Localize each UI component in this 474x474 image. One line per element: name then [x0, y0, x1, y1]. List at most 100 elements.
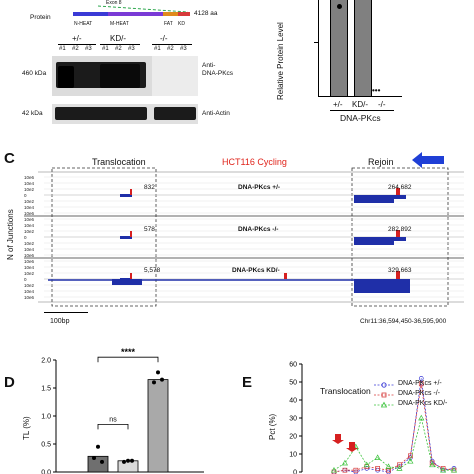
legend-swatch — [374, 401, 394, 408]
panel-e-arrow-icon — [332, 434, 344, 444]
row-label-1: DNA-PKcs +/- — [238, 184, 281, 191]
track-tick-label: 10e6 — [24, 211, 35, 216]
lane-number: #3 — [128, 46, 135, 52]
panel-e-marker — [450, 466, 458, 473]
panel-b-point — [337, 4, 342, 9]
header-line-1 — [58, 44, 96, 45]
antibody-top-2: DNA-PKcs — [202, 70, 234, 77]
panel-b-xtick-3: -/- — [378, 100, 386, 109]
panel-e-marker — [375, 466, 380, 471]
rejoin-red — [396, 188, 400, 195]
panel-d-sig-bracket — [97, 356, 159, 363]
panel-c-right-title: Rejoin — [368, 157, 394, 167]
panel-e-marker — [429, 461, 436, 468]
legend-swatch — [374, 392, 394, 398]
kd-translocation-blue — [112, 279, 142, 285]
domain-nheat: N-HEAT — [74, 21, 93, 27]
panel-b-xlabel: DNA-PKcs — [340, 113, 381, 123]
domain-kd: KD — [178, 21, 185, 27]
row-right-count-2: 282,892 — [388, 226, 412, 233]
panel-e-marker — [418, 381, 424, 387]
panel-e-marker — [407, 457, 414, 464]
track-tick-label: 10e4 — [24, 181, 35, 186]
rejoin-block-tail — [394, 237, 406, 241]
lane-number: #3 — [85, 46, 92, 52]
coords-label: Chr11:36,594,450-36,595,900 — [360, 318, 447, 325]
legend-label: DNA-PKcs +/- — [398, 380, 442, 387]
track-tick-label: 10e6 — [24, 217, 35, 222]
panel-e-marker — [330, 466, 338, 473]
panel-e-ytick-label: 20 — [289, 434, 297, 441]
panel-d-ytick-label: 0.0 — [41, 470, 51, 474]
panel-e-marker — [396, 465, 403, 471]
track-tick-label: 0 — [24, 277, 27, 282]
panel-b-group-line — [330, 110, 394, 111]
translocation-blue — [120, 194, 132, 197]
panel-b-xtick-2: KD/- — [352, 100, 368, 109]
rejoin-block — [354, 237, 394, 245]
panel-c-ylabel: N of Junctions — [6, 209, 15, 260]
track-tick-label: 10e2 — [24, 271, 35, 276]
panel-e-marker — [341, 459, 349, 466]
antibody-bottom: Anti-Actin — [202, 110, 230, 117]
track-tick-label: 10e4 — [24, 247, 35, 252]
panel-e-marker — [385, 463, 392, 469]
translocation-red — [130, 231, 132, 237]
panel-e-ytick-label: 0 — [293, 470, 297, 474]
antibody-top-1: Anti- — [202, 62, 216, 69]
junction-tracks: 10e610e410e2010e210e410e610e610e410e2010… — [24, 167, 464, 307]
panel-d-point — [160, 377, 164, 382]
panel-e-ylabel: Pct (%) — [268, 413, 277, 440]
row-right-count-3: 329,663 — [388, 267, 412, 274]
lane-number: #2 — [167, 46, 174, 52]
panel-e-letter: E — [242, 374, 253, 391]
rejoin-red — [396, 230, 400, 237]
domain-mheat: M-HEAT — [110, 21, 129, 27]
track-tick-label: 10e4 — [24, 289, 35, 294]
track-tick-label: 10e6 — [24, 259, 35, 264]
panel-e-marker — [440, 466, 446, 471]
rejoin-block — [354, 195, 394, 203]
blot-top — [52, 56, 198, 96]
row-label-2: DNA-PKcs -/- — [238, 226, 279, 233]
track-tick-label: 10e6 — [24, 253, 35, 258]
mw-top: 460 kDa — [22, 70, 47, 77]
panel-d-point — [122, 459, 126, 464]
kd-red-mark — [284, 273, 287, 279]
track-tick-label: 10e4 — [24, 205, 35, 210]
protein-label: Protein — [30, 14, 51, 21]
panel-d-ylabel: TL (%) — [22, 416, 31, 440]
track-tick-label: 10e2 — [24, 241, 35, 246]
track-tick-label: 10e4 — [24, 265, 35, 270]
exon-label: Exon 8 — [106, 0, 122, 6]
panel-e-marker — [363, 461, 370, 468]
blot-bottom — [52, 104, 198, 124]
panel-d-point — [92, 456, 96, 460]
panel-d-ytick-label: 1.0 — [41, 414, 51, 421]
panel-e-arrow-icon — [346, 442, 358, 452]
panel-d-point — [96, 444, 100, 449]
domain-fat: FAT — [164, 21, 173, 27]
track-tick-label: 10e2 — [24, 229, 35, 234]
lane-number: #1 — [154, 46, 161, 52]
rejoin-block — [354, 279, 410, 293]
track-tick-label: 0 — [24, 193, 27, 198]
panel-d-point — [100, 459, 104, 464]
lane-number: #3 — [180, 46, 187, 52]
panel-e-marker — [353, 467, 359, 473]
panel-b-bar-het — [330, 0, 348, 97]
panel-d-chart: 0.0 0.5 1.0 1.5 2.0 **** ns — [41, 347, 204, 474]
panel-e-title: Translocation — [320, 386, 371, 396]
header-line-2 — [100, 44, 140, 45]
panel-d-ytick-label: 2.0 — [41, 358, 51, 365]
panel-d-bar — [87, 455, 109, 473]
row-left-count-2: 578 — [144, 226, 155, 233]
translocation-red — [130, 273, 132, 279]
track-tick-label: 10e2 — [24, 187, 35, 192]
panel-e-marker — [418, 376, 424, 381]
genotype-het: +/- — [72, 34, 82, 43]
legend-label: DNA-PKcs KD/- — [398, 400, 448, 407]
panel-d-point — [152, 380, 156, 385]
row-left-count-1: 832 — [144, 184, 155, 191]
panel-e-ytick-label: 60 — [289, 362, 297, 369]
